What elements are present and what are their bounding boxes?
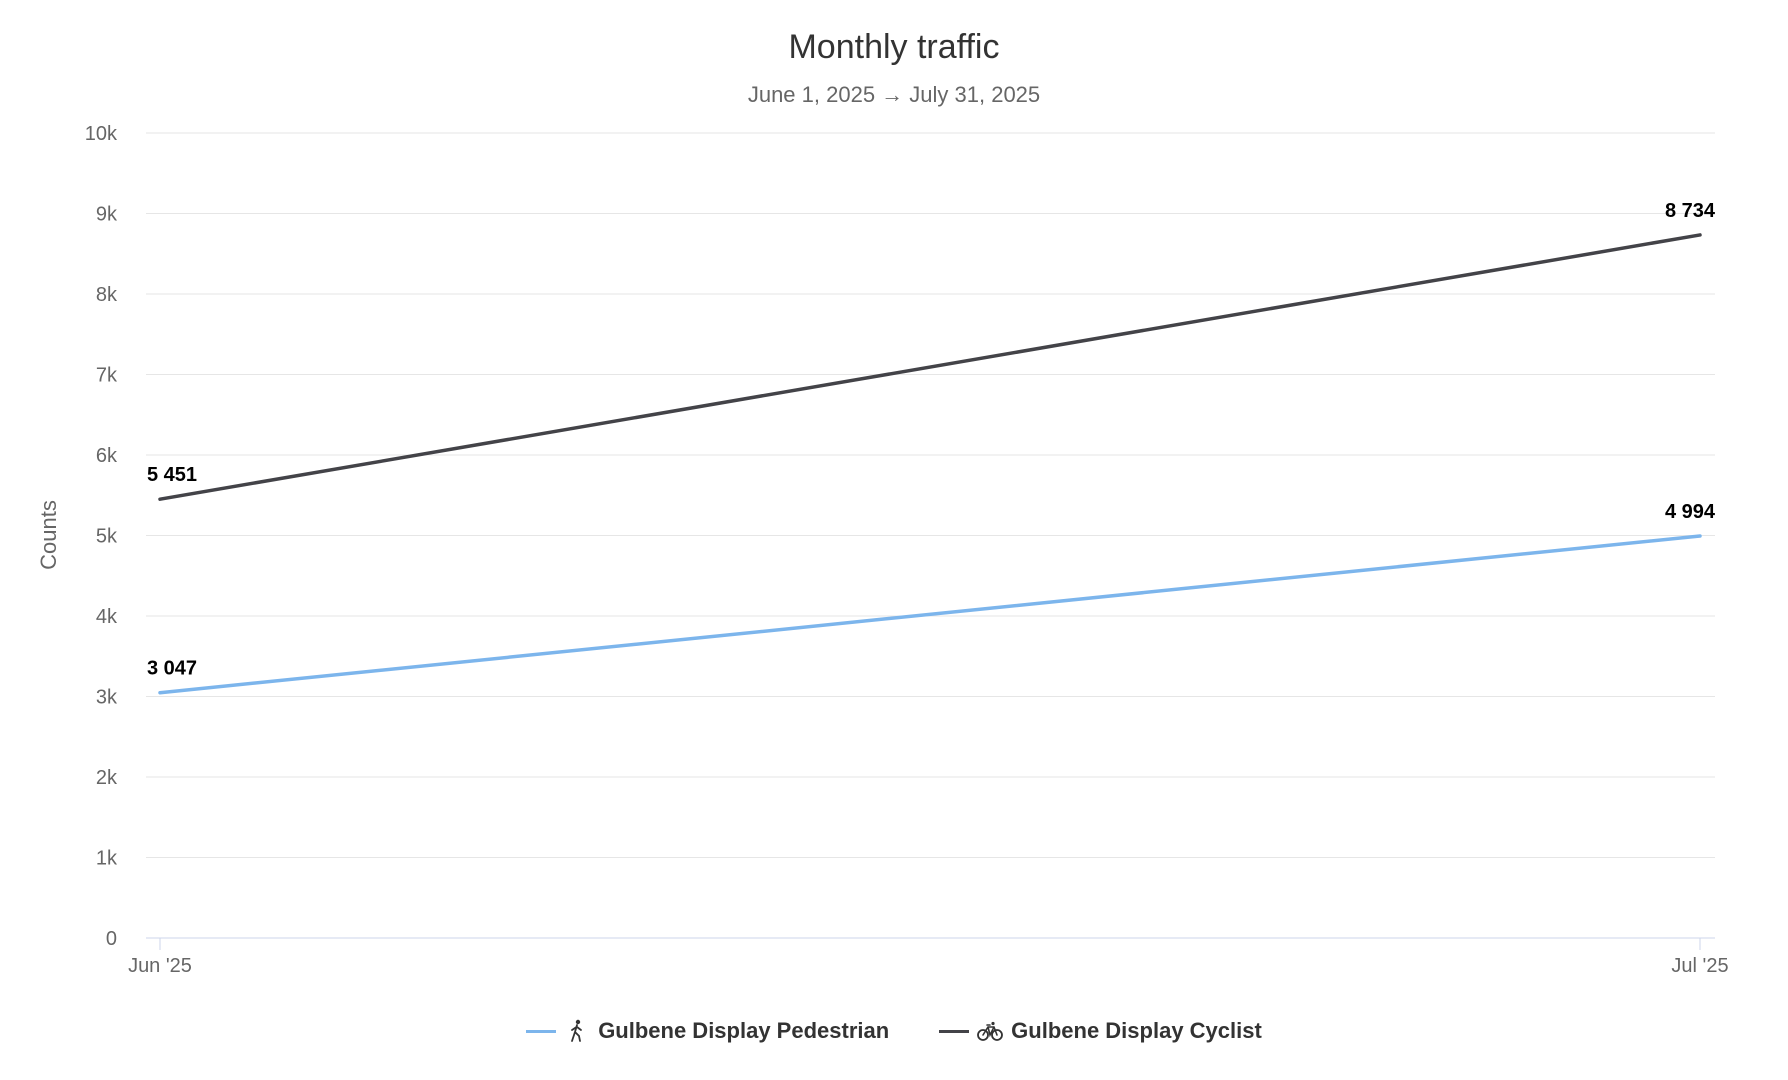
y-tick-label: 7k xyxy=(96,365,118,387)
x-tick-label: Jul '25 xyxy=(1671,955,1728,977)
y-tick-label: 9k xyxy=(96,204,118,226)
y-tick-label: 2k xyxy=(96,767,118,789)
grid-lines xyxy=(146,132,1715,939)
chart-title: Monthly traffic xyxy=(788,28,1000,66)
legend-swatch-pedestrian xyxy=(526,1029,557,1033)
legend-label-cyclist: Gulbene Display Cyclist xyxy=(1011,1018,1262,1043)
y-tick-label: 1k xyxy=(96,848,118,870)
x-axis: Jun '25 Jul '25 xyxy=(128,938,1729,977)
legend-swatch-cyclist xyxy=(939,1029,970,1033)
y-tick-label: 8k xyxy=(96,284,118,306)
chart-subtitle: June 1, 2025 → July 31, 2025 xyxy=(747,82,1041,107)
series-line-cyclist[interactable] xyxy=(158,233,1702,501)
legend: Gulbene Display Pedestrian Gulbene Displ… xyxy=(0,1018,1788,1044)
y-tick-label: 6k xyxy=(96,445,118,467)
data-label: 3 047 xyxy=(147,658,197,680)
x-tick-label: Jun '25 xyxy=(128,955,192,977)
y-tick-label: 10k xyxy=(85,123,118,145)
legend-item-pedestrian[interactable]: Gulbene Display Pedestrian xyxy=(526,1018,889,1044)
data-label: 4 994 xyxy=(1665,501,1716,523)
data-label: 5 451 xyxy=(147,464,197,486)
series-line-pedestrian[interactable] xyxy=(158,534,1702,695)
series-group xyxy=(158,233,1702,695)
y-tick-label: 3k xyxy=(96,687,118,709)
data-label: 8 734 xyxy=(1665,200,1716,222)
legend-label-pedestrian: Gulbene Display Pedestrian xyxy=(598,1018,890,1043)
y-axis-ticks: 0 1k 2k 3k 4k 5k 6k 7k 8k 9k 10k xyxy=(85,123,118,950)
y-tick-label: 0 xyxy=(106,928,117,950)
y-axis-label: Counts xyxy=(36,500,61,570)
pedestrian-icon xyxy=(564,1018,590,1044)
bicycle-icon xyxy=(977,1018,1004,1044)
legend-item-cyclist[interactable]: Gulbene Display Cyclist xyxy=(939,1018,1262,1044)
y-tick-label: 5k xyxy=(96,526,118,548)
y-tick-label: 4k xyxy=(96,606,118,628)
data-labels: 3 047 4 994 5 451 8 734 xyxy=(147,200,1716,680)
